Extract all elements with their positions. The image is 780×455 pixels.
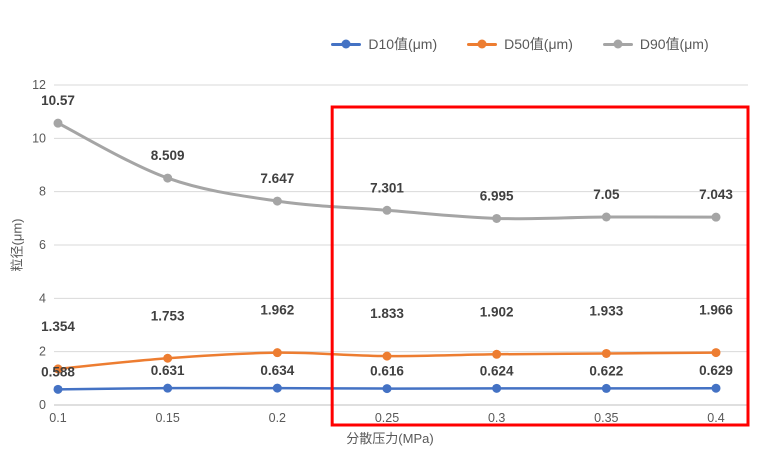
data-label-D10值(μm): 0.629 [699,363,733,378]
legend-dot-marker [613,39,623,49]
data-point-D10值(μm) [492,383,502,393]
data-label-D90值(μm): 7.647 [260,171,294,186]
x-tick-label: 0.2 [269,411,286,425]
data-point-D10值(μm) [272,383,282,393]
data-label-D90值(μm): 6.995 [480,188,514,203]
data-label-D90值(μm): 8.509 [151,148,185,163]
highlight-box [330,105,750,427]
data-label-D10值(μm): 0.634 [260,363,294,378]
legend-line-marker [602,39,633,49]
legend-dot-marker [341,39,351,49]
data-label-D10值(μm): 0.616 [370,364,404,379]
legend-line-marker [331,39,362,49]
legend-label: D10值(μm) [368,36,438,52]
x-tick-label: 0.4 [707,411,724,425]
data-label-D50值(μm): 1.962 [260,303,294,318]
data-point-D10值(μm) [711,383,721,393]
data-label-D50值(μm): 1.902 [480,304,514,319]
data-point-D90值(μm) [492,213,502,223]
chart-legend: D10值(μm) D50值(μm) D90值(μm) [130,34,780,54]
x-tick-label: 0.15 [155,411,179,425]
data-point-D10值(μm) [163,383,173,393]
data-point-D90值(μm) [601,212,611,222]
data-label-D50值(μm): 1.354 [41,319,75,334]
y-tick-label: 12 [32,78,46,92]
data-point-D50值(μm) [601,348,611,358]
data-label-D10值(μm): 0.631 [151,363,185,378]
data-label-D10值(μm): 0.588 [41,364,75,379]
data-point-D50值(μm) [272,348,282,358]
y-tick-label: 10 [32,131,46,145]
data-label-D50值(μm): 1.753 [151,308,185,323]
data-point-D50值(μm) [163,353,173,363]
x-tick-label: 0.25 [375,411,399,425]
y-tick-label: 6 [39,238,46,252]
data-label-D90值(μm): 7.301 [370,180,404,195]
chart-plot: 0 2 4 6 8 10 12 0.1 0.15 0.2 0.25 0.3 0.35 0.4 10.57 8.… [32,78,750,427]
data-label-D10值(μm): 0.622 [589,363,623,378]
legend-label: D90值(μm) [639,36,709,52]
x-tick-label: 0.35 [594,411,618,425]
data-label-D50值(μm): 1.933 [589,303,623,318]
data-label-D50值(μm): 1.966 [699,303,733,318]
x-tick-label: 0.3 [488,411,505,425]
legend-label: D50值(μm) [504,36,573,52]
y-tick-label: 2 [39,345,46,359]
legend-item: D90值(μm) [602,34,709,54]
data-point-D50值(μm) [53,364,63,374]
data-point-D50值(μm) [382,351,392,361]
y-tick-label: 8 [39,185,46,199]
x-axis-title: 分散压力(MPa) [346,431,434,446]
legend-item: D10值(μm) [331,34,437,54]
y-tick-label: 0 [39,398,46,412]
data-label-D90值(μm): 7.043 [699,187,733,202]
data-point-D50值(μm) [711,348,721,358]
legend-line-marker [467,39,498,49]
legend-dot-marker [477,39,487,49]
data-label-D10值(μm): 0.624 [480,363,514,378]
data-point-D90值(μm) [711,212,721,222]
data-label-D90值(μm): 7.05 [593,187,620,202]
data-point-D90值(μm) [163,173,173,183]
x-tick-label: 0.1 [49,411,66,425]
data-point-D10值(μm) [53,384,63,394]
data-point-D90值(μm) [382,205,392,215]
data-point-D10值(μm) [382,384,392,394]
y-axis-title: 粒径(μm) [9,218,25,272]
data-point-D90值(μm) [272,196,282,206]
data-label-D50值(μm): 1.833 [370,306,404,321]
data-label-D90值(μm): 10.57 [41,93,75,108]
series-line-D90值(μm) [56,121,718,221]
data-point-D10值(μm) [601,383,611,393]
data-point-D50值(μm) [492,349,502,359]
legend-item: D50值(μm) [467,34,573,54]
data-point-D90值(μm) [53,118,63,128]
y-tick-label: 4 [39,291,46,305]
